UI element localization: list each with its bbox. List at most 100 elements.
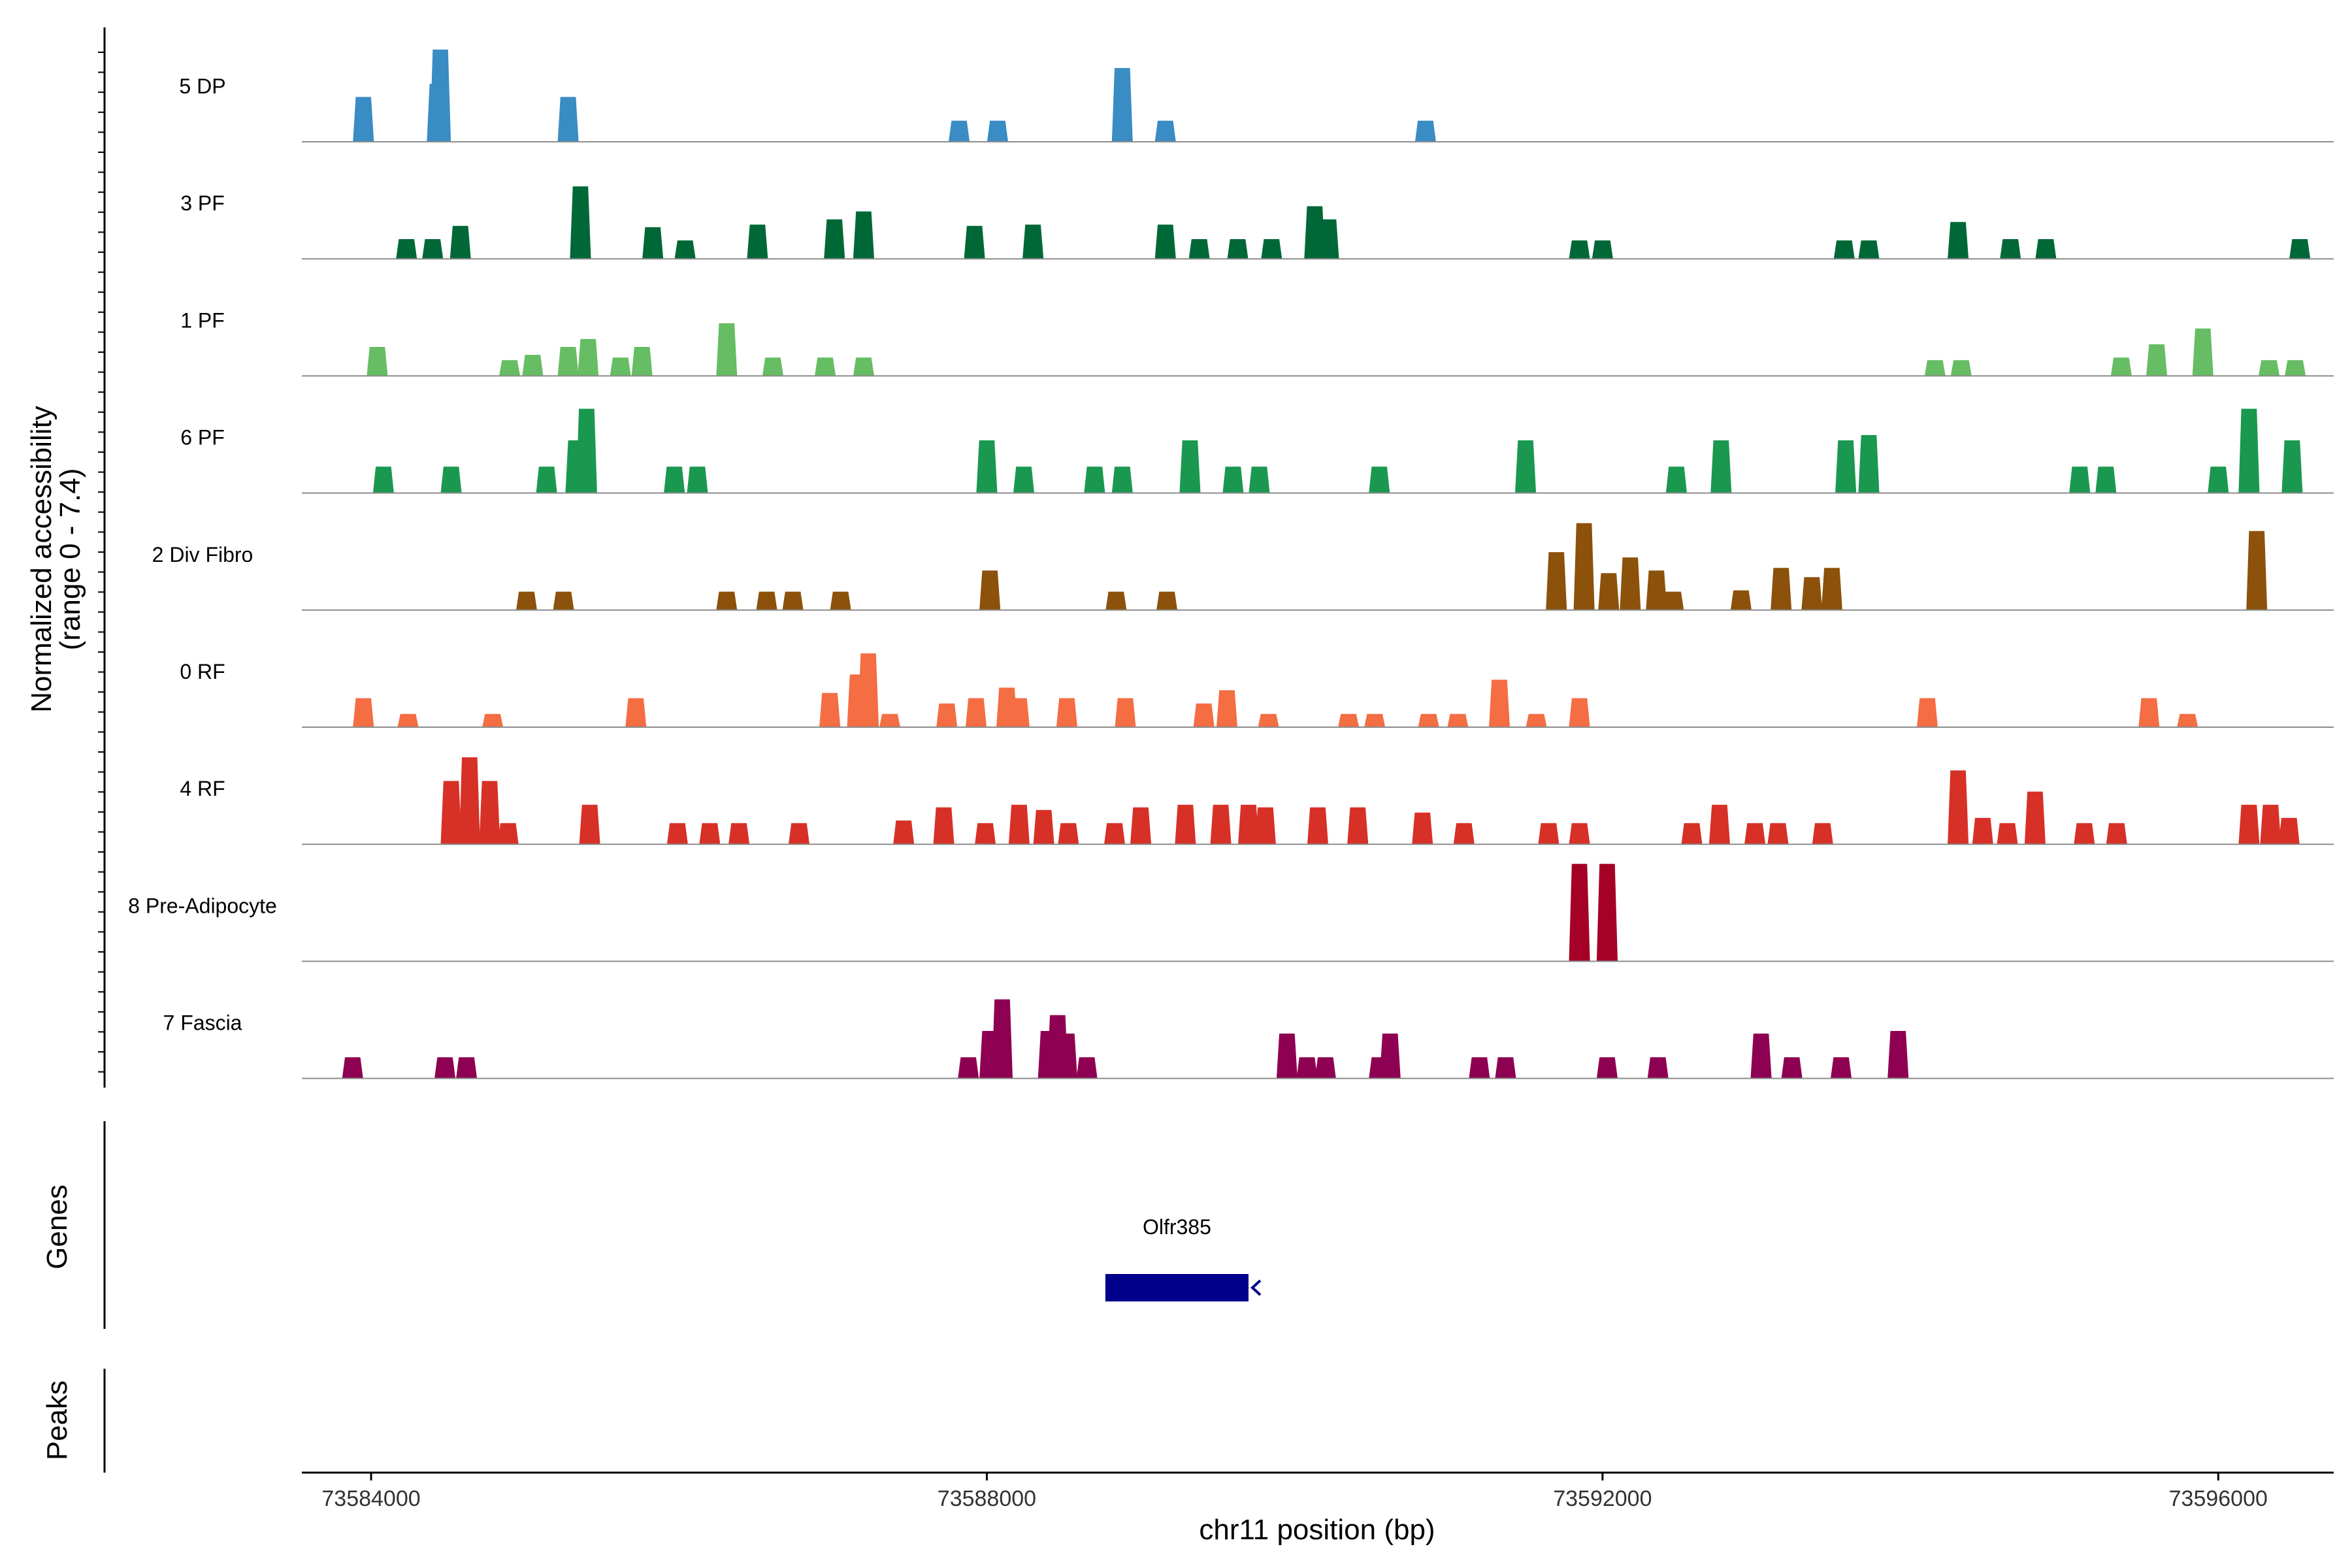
coverage-peak bbox=[2208, 466, 2229, 493]
coverage-peak bbox=[1730, 590, 1752, 610]
coverage-peak bbox=[1596, 864, 1618, 962]
coverage-peak bbox=[1154, 120, 1176, 142]
coverage-peak bbox=[789, 823, 809, 845]
coverage-peak bbox=[987, 120, 1008, 142]
coverage-peak bbox=[1596, 1057, 1618, 1079]
coverage-peak bbox=[1924, 360, 1946, 376]
coverage-peak bbox=[1858, 240, 1880, 259]
coverage-peak bbox=[819, 693, 841, 727]
coverage-peak bbox=[434, 1057, 456, 1079]
coverage-peak bbox=[1111, 466, 1133, 493]
coverage-peak bbox=[687, 466, 708, 493]
coverage-peak bbox=[2074, 823, 2095, 845]
coverage-peak bbox=[1210, 804, 1232, 845]
coverage-peak bbox=[824, 219, 845, 259]
coverage-peak bbox=[1917, 698, 1938, 727]
coverage-peak bbox=[1569, 240, 1590, 259]
coverage-peak bbox=[1338, 713, 1360, 727]
coverage-peak bbox=[815, 357, 836, 376]
coverage-peak bbox=[1831, 1057, 1852, 1079]
track-label: 5 DP bbox=[179, 74, 225, 98]
coverage-peak bbox=[353, 698, 374, 727]
coverage-peak bbox=[1469, 1057, 1490, 1079]
coverage-peak bbox=[1076, 1057, 1098, 1079]
coverage-peak bbox=[1858, 434, 1880, 493]
coverage-peak bbox=[1369, 466, 1390, 493]
coverage-peak bbox=[1379, 1034, 1401, 1079]
coverage-peak bbox=[440, 781, 462, 845]
track-3: 6 PF bbox=[180, 408, 2334, 494]
coverage-peak bbox=[2035, 239, 2057, 259]
track-label: 4 RF bbox=[180, 777, 225, 800]
coverage-peak bbox=[579, 804, 600, 845]
coverage-peak bbox=[459, 757, 480, 845]
coverage-peak bbox=[372, 466, 394, 493]
coverage-peak bbox=[1412, 812, 1433, 845]
coverage-peak bbox=[1222, 466, 1244, 493]
y-axis-title: Normalized accessibility bbox=[25, 406, 57, 712]
coverage-peak bbox=[1538, 823, 1560, 845]
coverage-peak bbox=[1665, 466, 1687, 493]
coverage-peak bbox=[1347, 807, 1369, 845]
coverage-peak bbox=[1948, 221, 1969, 259]
coverage-peak bbox=[2069, 466, 2091, 493]
coverage-peak bbox=[342, 1057, 363, 1079]
track-label: 6 PF bbox=[180, 426, 225, 449]
coverage-peak bbox=[1569, 823, 1590, 845]
coverage-peak bbox=[728, 823, 750, 845]
coverage-peak bbox=[1315, 1057, 1336, 1079]
coverage-peak bbox=[2192, 328, 2213, 376]
coverage-peak bbox=[625, 698, 647, 727]
coverage-peak bbox=[553, 591, 574, 610]
coverage-peak bbox=[1515, 440, 1537, 493]
coverage-peak bbox=[853, 211, 874, 259]
track-4: 2 Div Fibro bbox=[152, 523, 2334, 611]
coverage-peak bbox=[1620, 557, 1641, 610]
coverage-peak bbox=[1821, 568, 1842, 610]
coverage-peak bbox=[353, 97, 374, 142]
coverage-peak bbox=[1238, 804, 1259, 845]
peaks-panel-label: Peaks bbox=[41, 1380, 73, 1460]
coverage-peak bbox=[610, 357, 631, 376]
coverage-peak bbox=[1258, 713, 1279, 727]
coverage-peak bbox=[1833, 240, 1855, 259]
coverage-peak bbox=[1812, 823, 1833, 845]
coverage-peak bbox=[1318, 219, 1339, 259]
coverage-peak bbox=[1647, 1057, 1669, 1079]
coverage-peak bbox=[1447, 713, 1469, 727]
coverage-peak bbox=[1249, 466, 1270, 493]
coverage-peak bbox=[1767, 823, 1789, 845]
coverage-peak bbox=[449, 225, 471, 259]
coverage-peak bbox=[456, 1057, 478, 1079]
coverage-peak bbox=[1771, 568, 1792, 610]
coverage-peak bbox=[958, 1057, 979, 1079]
track-label: 7 Fascia bbox=[163, 1011, 242, 1035]
track-8: 7 Fascia bbox=[163, 999, 2334, 1079]
coverage-peak bbox=[1111, 68, 1133, 142]
coverage-peak bbox=[716, 591, 738, 610]
coverage-peak bbox=[1681, 823, 1703, 845]
coverage-peak bbox=[2095, 466, 2117, 493]
coverage-peak bbox=[1261, 239, 1282, 259]
coverage-peak bbox=[2238, 804, 2260, 845]
coverage-peak bbox=[933, 807, 955, 845]
coverage-peak bbox=[2259, 360, 2280, 376]
coverage-peak bbox=[642, 227, 664, 259]
coverage-peak bbox=[2000, 239, 2021, 259]
coverage-peak bbox=[2285, 360, 2306, 376]
coverage-peak bbox=[2146, 344, 2168, 376]
coverage-peak bbox=[1750, 1034, 1772, 1079]
coverage-peak bbox=[1997, 823, 2018, 845]
coverage-peak bbox=[1835, 440, 1857, 493]
coverage-peak bbox=[1307, 807, 1328, 845]
coverage-peak bbox=[2246, 531, 2268, 610]
coverage-peak bbox=[430, 49, 451, 142]
track-7: 8 Pre-Adipocyte bbox=[128, 864, 2334, 962]
coverage-peak bbox=[1364, 713, 1386, 727]
coverage-peak bbox=[1227, 239, 1249, 259]
coverage-peak bbox=[1781, 1057, 1803, 1079]
coverage-peak bbox=[578, 338, 599, 376]
coverage-peak bbox=[674, 240, 696, 259]
track-label: 1 PF bbox=[180, 308, 225, 332]
